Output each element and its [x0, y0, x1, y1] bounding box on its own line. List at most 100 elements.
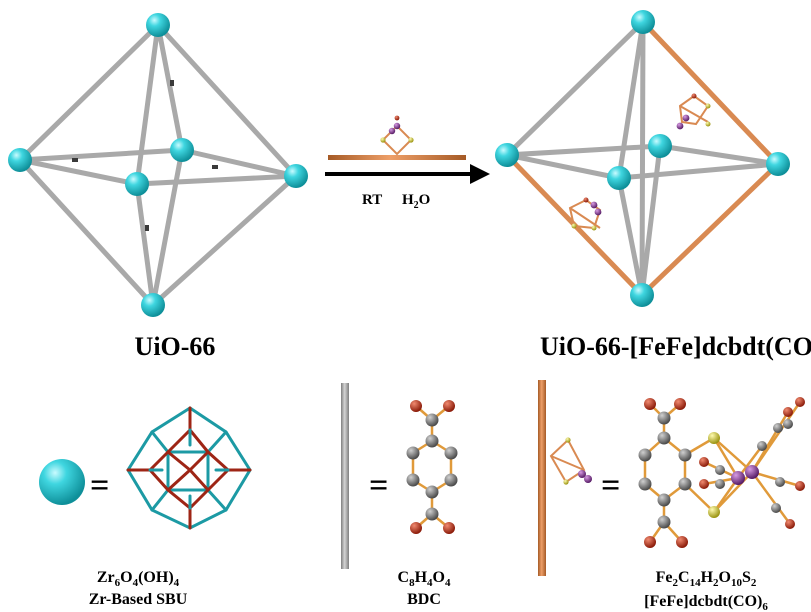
- oxygen-atom: [785, 519, 795, 529]
- octahedron-edge: [155, 22, 185, 153]
- zr-node: [495, 143, 519, 167]
- fefe-linker-edge: [640, 19, 781, 167]
- carbon-atom: [406, 473, 420, 487]
- oxygen-atom: [699, 479, 709, 489]
- condition-water: H2O: [402, 192, 430, 211]
- oxygen-atom: [795, 481, 805, 491]
- zr-node: [631, 10, 655, 34]
- carbon-atom: [425, 507, 439, 521]
- carbon-atom: [657, 411, 671, 425]
- iron-atom: [745, 465, 759, 479]
- octahedron-edge: [17, 157, 140, 187]
- bdc-linker-rod-icon: [341, 383, 349, 569]
- fefe-linker-rod-icon: [538, 380, 546, 576]
- zr-node: [766, 152, 790, 176]
- carbon-atom: [773, 423, 783, 433]
- oxygen-atom: [410, 522, 422, 534]
- octahedron-edge: [639, 19, 646, 298]
- octahedron-edge: [504, 152, 622, 181]
- octahedron-edge: [616, 175, 645, 298]
- fefe-molecule: [638, 397, 805, 548]
- fefe-complex-icon: [380, 115, 414, 156]
- carbon-atom: [771, 503, 781, 513]
- reaction-arrow-group: RT H2O: [325, 115, 490, 211]
- condition-rt: RT: [362, 192, 382, 208]
- sbu-formula: Zr6O4(OH)4: [97, 569, 180, 589]
- octahedron-edge: [155, 22, 299, 179]
- carbon-atom: [715, 465, 725, 475]
- oxygen-atom: [699, 457, 709, 467]
- bdc-formula: C8H4O4: [398, 569, 451, 589]
- equals-sign: =: [90, 467, 109, 504]
- carbon-atom: [638, 448, 652, 462]
- oxygen-atom: [676, 536, 688, 548]
- zr-node: [170, 138, 194, 162]
- carbon-atom: [444, 446, 458, 460]
- carbon-atom: [783, 419, 793, 429]
- oxygen-atom: [644, 398, 656, 410]
- carbon-atom: [715, 479, 725, 489]
- linker-marker: [170, 80, 174, 86]
- carbon-atom: [425, 413, 439, 427]
- iron-atom: [731, 471, 745, 485]
- carbon-atom: [657, 515, 671, 529]
- equals-sign: =: [369, 467, 388, 504]
- zr-node: [146, 13, 170, 37]
- linker-marker: [212, 165, 218, 169]
- fefe-complex-icon: [568, 197, 602, 231]
- uio66-fefe-label: UiO-66-[FeFe]dcbdt(CO)6: [540, 332, 811, 365]
- octahedron-edge: [657, 143, 781, 167]
- octahedron-edge: [616, 19, 646, 181]
- bdc-name: BDC: [407, 591, 441, 608]
- carbon-atom: [425, 485, 439, 499]
- zr-node: [630, 283, 654, 307]
- linker-marker: [72, 158, 78, 162]
- sbu-name: Zr-Based SBU: [89, 591, 188, 608]
- fefe-formula: Fe2C14H2O10S2: [656, 569, 757, 589]
- carbon-atom: [678, 477, 692, 491]
- octahedron-edge: [639, 143, 663, 298]
- carbon-atom: [678, 448, 692, 462]
- linker-marker: [145, 225, 149, 231]
- carbon-atom: [757, 441, 767, 451]
- fefe-name: [FeFe]dcbdt(CO)6: [644, 593, 768, 612]
- octahedron-edge: [616, 161, 781, 181]
- uio66-label: UiO-66: [135, 332, 216, 361]
- octahedron-edge: [504, 143, 663, 158]
- carbon-atom: [657, 431, 671, 445]
- zr-node: [125, 172, 149, 196]
- octahedron-edge: [17, 22, 161, 163]
- zr-node: [8, 148, 32, 172]
- octahedron-edge: [150, 173, 299, 308]
- octahedron-edge: [504, 19, 646, 158]
- fefe-linker-rod-icon: [328, 155, 466, 160]
- carbon-atom: [425, 434, 439, 448]
- oxygen-atom: [443, 522, 455, 534]
- octahedron-edge: [150, 147, 185, 308]
- fefe-linker-edge: [639, 161, 781, 298]
- equals-sign: =: [601, 467, 620, 504]
- bdc-molecule: [406, 400, 458, 534]
- oxygen-atom: [795, 397, 805, 407]
- carbon-atom: [444, 473, 458, 487]
- zr-node-legend-icon: [39, 459, 85, 505]
- oxygen-atom: [443, 400, 455, 412]
- zr-node: [648, 134, 672, 158]
- zr-node: [284, 164, 308, 188]
- carbon-atom: [657, 493, 671, 507]
- fefe-complex-icon: [676, 93, 711, 130]
- carbon-atom: [775, 477, 785, 487]
- octahedron-edge: [17, 157, 156, 308]
- zr-node: [141, 293, 165, 317]
- fefe-complex-icon: [549, 437, 592, 485]
- zr-node: [607, 166, 631, 190]
- sulfur-atom: [708, 432, 720, 444]
- carbon-atom: [638, 477, 652, 491]
- uio66-octahedron: [8, 13, 308, 317]
- octahedron-edge: [17, 147, 185, 163]
- oxygen-atom: [644, 536, 656, 548]
- octahedron-edge: [134, 22, 161, 187]
- zr-sbu-cage: [126, 406, 252, 530]
- uio66-fefe-octahedron: [495, 10, 790, 307]
